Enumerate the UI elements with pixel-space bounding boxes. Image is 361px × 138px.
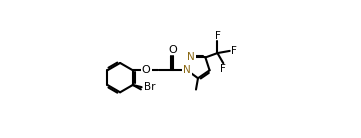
Text: N: N <box>187 52 195 63</box>
Text: O: O <box>169 45 178 55</box>
Text: N: N <box>183 65 191 75</box>
Text: F: F <box>220 64 226 74</box>
Text: Br: Br <box>144 82 155 92</box>
Text: O: O <box>142 65 151 75</box>
Text: F: F <box>214 31 220 41</box>
Text: F: F <box>231 46 236 56</box>
